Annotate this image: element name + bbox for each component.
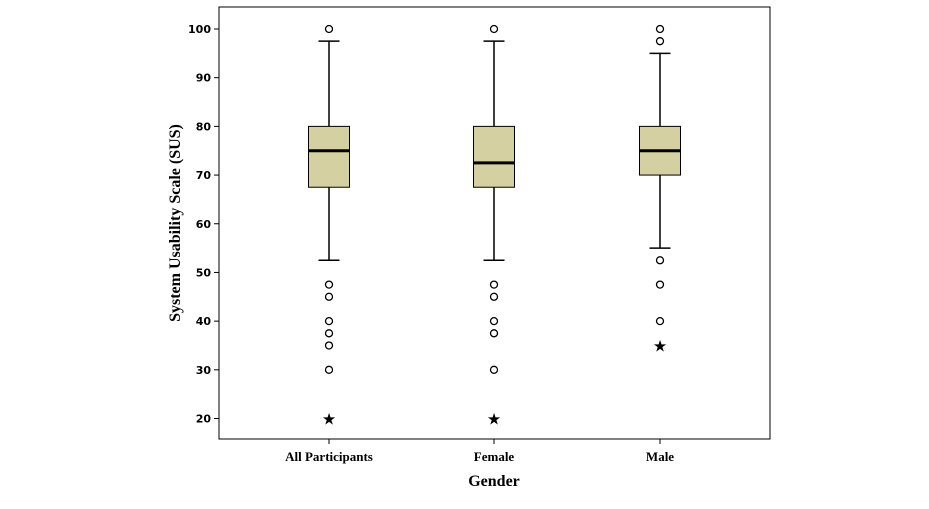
outlier-point	[324, 316, 334, 326]
x-tick-label-2: Male	[646, 449, 674, 464]
y-tick-label-30: 30	[196, 364, 212, 377]
box-group-1: ★	[473, 24, 515, 429]
outlier-point	[489, 24, 499, 34]
y-tick-label-20: 20	[196, 413, 212, 426]
outlier-point	[489, 316, 499, 326]
box-group-0: ★	[308, 24, 350, 429]
outlier-point	[489, 280, 499, 289]
extreme-point: ★	[322, 412, 336, 429]
outlier-point	[324, 280, 334, 289]
y-tick-label-80: 80	[196, 120, 212, 133]
outlier-point	[324, 365, 334, 374]
outlier-point	[324, 24, 334, 34]
y-axis-title: System Usability Scale (SUS)	[167, 124, 184, 322]
outlier-point	[655, 280, 665, 289]
iqr-box	[308, 125, 350, 188]
box-group-2: ★	[639, 24, 681, 355]
outlier-point	[655, 316, 665, 326]
outlier-point	[489, 365, 499, 374]
extreme-point: ★	[487, 412, 501, 429]
y-tick-label-70: 70	[196, 169, 212, 182]
outlier-point	[489, 329, 499, 338]
outlier-point	[655, 256, 665, 265]
outlier-point	[324, 292, 334, 301]
y-tick-label-40: 40	[196, 315, 212, 328]
y-tick-label-90: 90	[196, 72, 212, 85]
x-tick-label-1: Female	[474, 449, 515, 464]
outlier-point	[489, 292, 499, 301]
y-tick-label-100: 100	[188, 23, 211, 36]
outlier-point	[324, 329, 334, 338]
y-tick-label-60: 60	[196, 218, 212, 231]
x-tick-label-0: All Participants	[285, 449, 373, 464]
x-axis-title: Gender	[468, 473, 520, 490]
y-axis: 20 30 40 50 60 70 80 90 100	[188, 23, 219, 426]
outlier-point	[655, 24, 665, 34]
x-axis: All Participants Female Male	[285, 439, 674, 464]
extreme-point: ★	[653, 338, 667, 355]
outlier-point	[324, 341, 334, 350]
iqr-box	[473, 125, 515, 188]
outlier-point	[655, 37, 665, 46]
box-series: ★ ★ ★	[308, 24, 681, 429]
y-tick-label-50: 50	[196, 266, 212, 279]
